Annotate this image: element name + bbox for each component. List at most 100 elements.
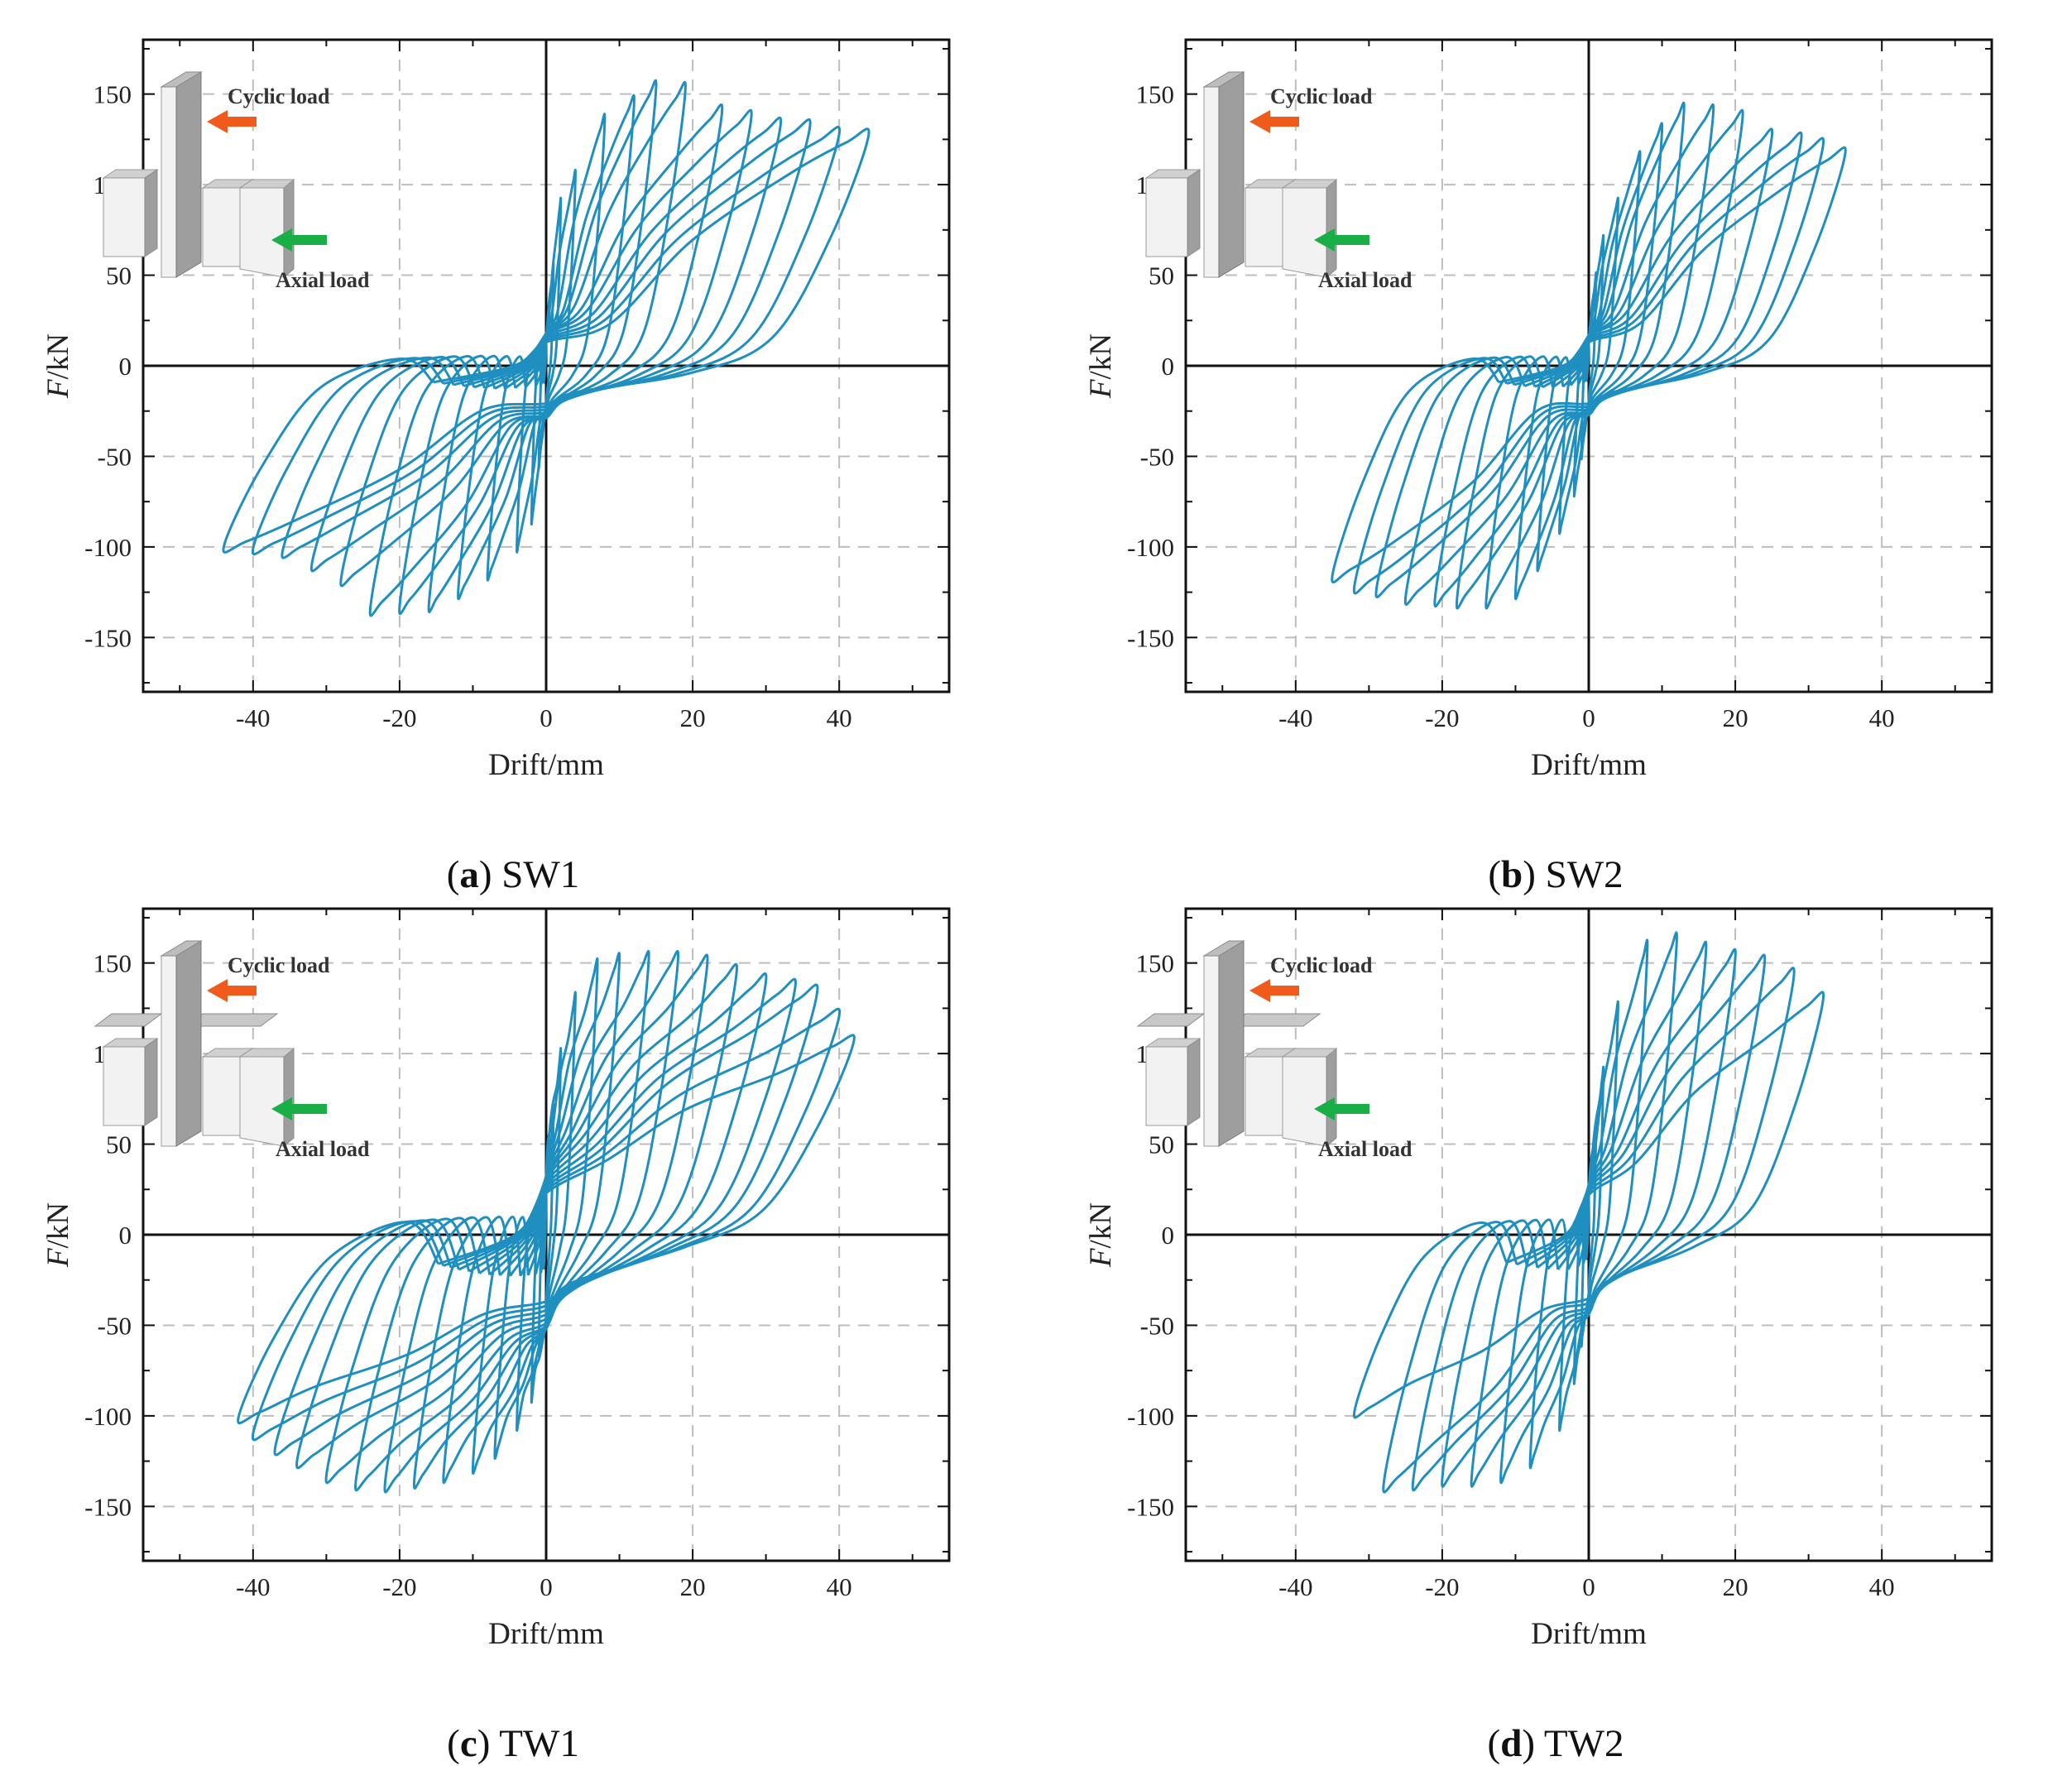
flange-top (238, 179, 295, 189)
web-side (1218, 71, 1245, 278)
y-tick-label: -50 (1140, 1311, 1174, 1340)
cyclic-load-arrow-icon (207, 979, 257, 1002)
x-tick-label: 40 (827, 703, 852, 732)
chart-tw1: -40-2002040150100500-50-100-150Drift/mmF… (41, 907, 951, 1651)
hysteresis-loop (1528, 938, 1649, 1470)
y-tick-label: 50 (1149, 1130, 1174, 1159)
cyclic-load-label: Cyclic load (1270, 953, 1373, 977)
flange-side (283, 1047, 295, 1148)
x-tick-label: -40 (236, 703, 270, 732)
y-tick-label: 0 (1162, 352, 1175, 381)
hysteresis-loop (398, 81, 687, 615)
y-tick-label: 150 (1136, 949, 1175, 978)
flange-side (1187, 1038, 1201, 1126)
y-tick-label: 150 (94, 80, 132, 109)
axial-load-arrow-icon (271, 1097, 327, 1121)
x-tick-label: 20 (1723, 703, 1748, 732)
flange-side (283, 178, 295, 279)
cyclic-load-label: Cyclic load (228, 84, 330, 108)
y-tick-label: -50 (98, 442, 132, 471)
web-top (1202, 71, 1245, 88)
flange-block (1282, 1056, 1327, 1147)
hysteresis-loop (1382, 967, 1796, 1494)
cyclic-load-arrow-icon (1249, 110, 1299, 133)
x-tick-label: 20 (680, 1572, 706, 1601)
hysteresis-loop (516, 991, 577, 1432)
hysteresis-loop (339, 108, 753, 588)
y-tick-label: -50 (1140, 442, 1174, 471)
hysteresis-loop (309, 117, 783, 573)
web-side (175, 71, 202, 278)
axial-load-label: Axial load (1318, 1137, 1413, 1161)
y-axis-title-unit: /kN (1084, 1202, 1118, 1249)
flange-side (1187, 169, 1201, 257)
y-tick-label: -50 (98, 1311, 132, 1340)
x-tick-label: 20 (1723, 1572, 1748, 1601)
panel-a: -40-2002040150100500-50-100-150Drift/mmF… (17, 25, 1010, 896)
y-tick-label: 50 (106, 262, 132, 290)
hysteresis-loop (1536, 150, 1642, 573)
flange-block (1245, 187, 1283, 267)
caption-letter: c (459, 1722, 477, 1765)
wall-top (94, 1013, 163, 1027)
caption-text: TW2 (1543, 1722, 1624, 1765)
flange-block (202, 187, 241, 267)
flange-block (1282, 187, 1327, 278)
y-tick-label: 0 (119, 1221, 132, 1250)
panel-b: -40-2002040150100500-50-100-150Drift/mmF… (1059, 25, 2052, 896)
web-face (161, 955, 177, 1147)
web-top (160, 71, 203, 88)
y-axis-title-unit: /kN (1084, 334, 1118, 380)
y-axis-title-symbol: F (41, 1248, 75, 1268)
caption-text: SW1 (501, 853, 580, 896)
panel-c: -40-2002040150100500-50-100-150Drift/mmF… (17, 894, 1010, 1765)
y-axis-title: F/kN (1084, 334, 1118, 399)
hysteresis-loop (442, 950, 650, 1484)
y-axis-title: F/kN (1084, 1202, 1118, 1268)
y-tick-label: -150 (1127, 623, 1174, 652)
axial-load-arrow-icon (1314, 1097, 1369, 1121)
x-axis-title: Drift/mm (1531, 1617, 1647, 1651)
hysteresis-loop (222, 127, 871, 554)
x-tick-label: -20 (382, 703, 416, 732)
caption-letter: a (459, 853, 479, 896)
y-tick-label: -100 (84, 533, 132, 562)
flange-block (239, 1056, 285, 1147)
x-tick-label: -20 (1425, 1572, 1459, 1601)
chart-tw2: -40-2002040150100500-50-100-150Drift/mmF… (1084, 907, 1993, 1651)
hysteresis-loop (486, 113, 607, 582)
chart-sw1: -40-2002040150100500-50-100-150Drift/mmF… (41, 38, 951, 782)
axial-load-label: Axial load (276, 268, 370, 292)
y-tick-label: -100 (84, 1402, 132, 1431)
hysteresis-loop (237, 1034, 856, 1424)
flange-side (144, 1038, 158, 1126)
wall-top (1136, 1013, 1206, 1027)
y-tick-label: -100 (1127, 533, 1174, 562)
hysteresis-loop (1470, 940, 1708, 1488)
y-axis-title: F/kN (41, 1202, 75, 1268)
hysteresis-loop (427, 79, 658, 613)
hysteresis-loop (1513, 122, 1664, 601)
axial-load-arrow-icon (1314, 228, 1369, 252)
hysteresis-loop (354, 962, 738, 1492)
web-side (1218, 940, 1245, 1147)
y-tick-label: 150 (94, 949, 132, 978)
x-tick-label: -40 (1278, 703, 1312, 732)
x-axis-title: Drift/mm (488, 748, 604, 782)
caption-letter: d (1500, 1722, 1523, 1765)
specimen-inset: Cyclic load Axial load (1136, 940, 1413, 1161)
cyclic-load-arrow-icon (1249, 979, 1299, 1002)
y-axis-title-unit: /kN (41, 334, 75, 380)
web-face (1203, 955, 1220, 1147)
panel-d: -40-2002040150100500-50-100-150Drift/mmF… (1059, 894, 2052, 1765)
hysteresis-loop (457, 94, 636, 601)
x-tick-label: 40 (1869, 703, 1895, 732)
hysteresis-loop (493, 957, 599, 1460)
hysteresis-loop (1558, 196, 1619, 535)
y-axis-title-symbol: F (1084, 379, 1118, 399)
flange-block (103, 177, 146, 257)
y-axis-title-unit: /kN (41, 1202, 75, 1249)
hysteresis-loop (1331, 146, 1847, 583)
hysteresis-loop (471, 952, 621, 1475)
y-tick-label: -150 (84, 623, 132, 652)
